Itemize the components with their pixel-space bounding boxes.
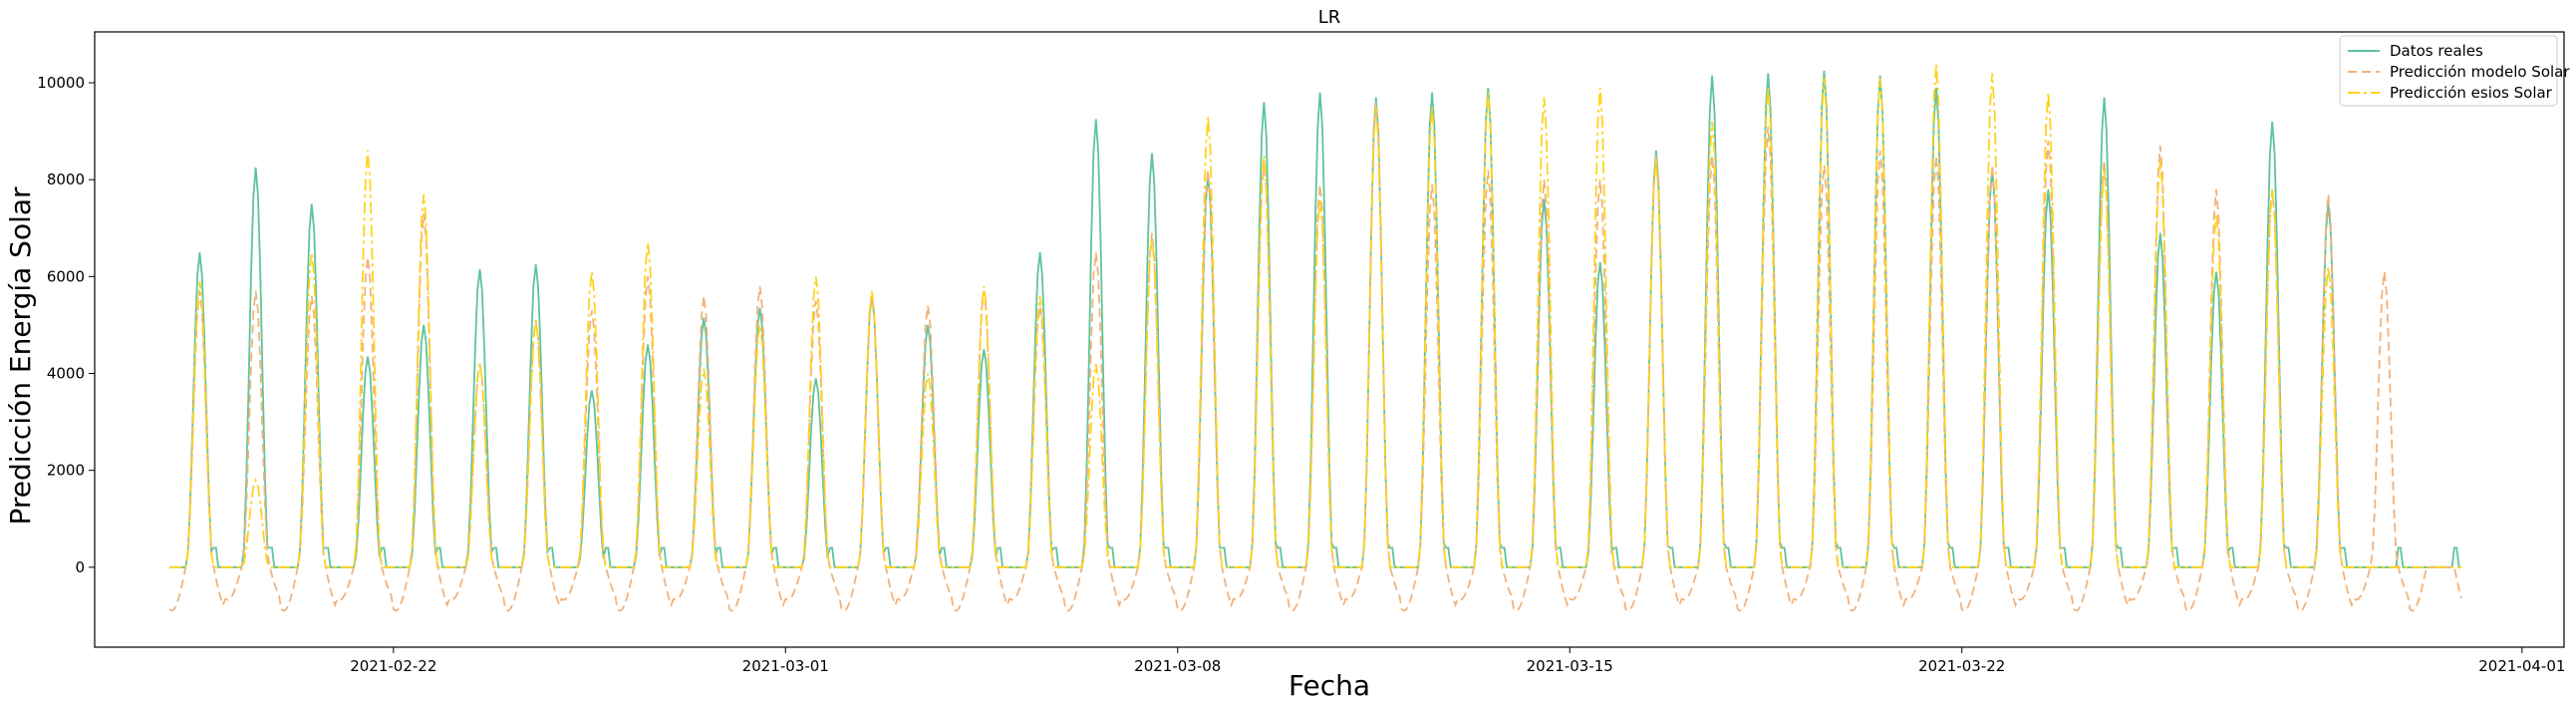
plot-frame [94, 31, 2565, 648]
y-axis-label: Predicción Energía Solar [4, 186, 37, 526]
x-tick-label: 2021-03-08 [1134, 657, 1221, 675]
legend-box [2339, 35, 2558, 107]
x-tick-label: 2021-04-01 [2478, 657, 2565, 675]
y-tick-label: 10000 [37, 74, 85, 92]
y-tick-label: 0 [75, 558, 85, 576]
y-tick-label: 4000 [47, 365, 85, 383]
x-tick-label: 2021-03-15 [1527, 657, 1613, 675]
x-tick-label: 2021-03-22 [1918, 657, 2005, 675]
y-tick-label: 6000 [47, 267, 85, 285]
chart-title: LR [1318, 7, 1341, 28]
legend-label: Predicción esios Solar [2390, 84, 2553, 102]
series-line-2 [168, 102, 2462, 612]
y-tick-label: 2000 [47, 462, 85, 480]
series-layer [168, 63, 2462, 612]
axes-layer: 0 2000 4000 6000 8000 10000 2021-02-22 2021-03-… [37, 31, 2565, 675]
legend: Datos reales Predicción modelo Solar Predi… [2339, 35, 2570, 107]
x-tick-label: 2021-02-22 [350, 657, 436, 675]
y-tick-label: 8000 [47, 171, 85, 188]
series-line-3 [168, 63, 2461, 568]
x-tick-label: 2021-03-01 [742, 657, 829, 675]
legend-label: Predicción modelo Solar [2390, 63, 2570, 81]
legend-label: Datos reales [2390, 42, 2483, 60]
x-axis-label: Fecha [1288, 669, 1370, 702]
